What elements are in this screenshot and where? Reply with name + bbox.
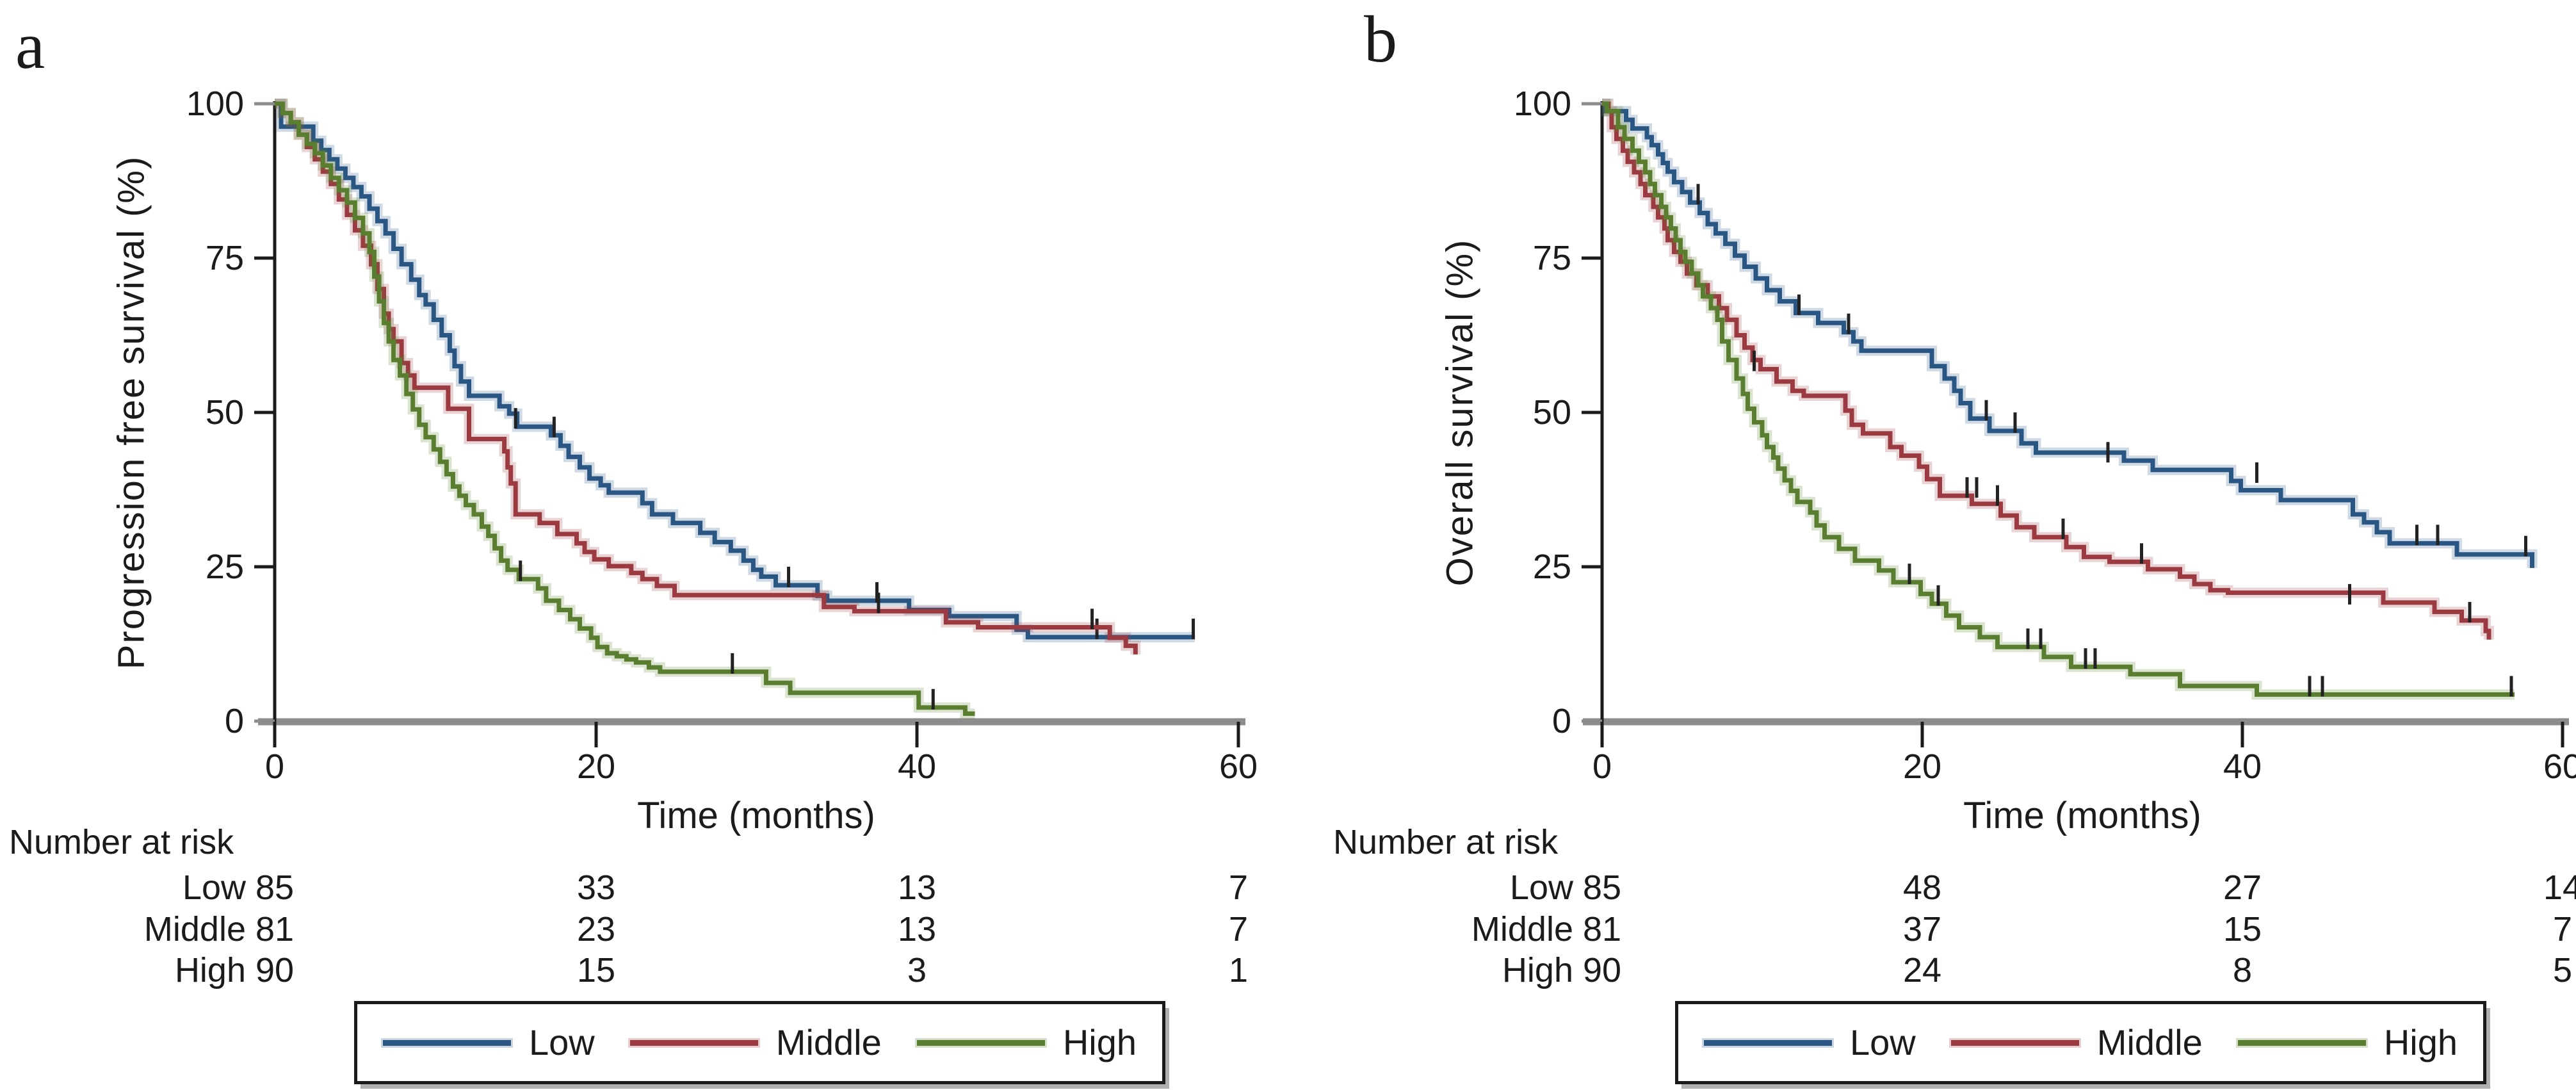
legend-label: Middle: [2096, 1022, 2203, 1062]
risk-row-label: Low: [1509, 868, 1573, 907]
legend-entry-low: Low: [383, 1025, 595, 1061]
km-curve-high: [275, 101, 975, 716]
risk-value: 7: [1228, 910, 1249, 948]
panel-b-y-tick-100: 100: [1513, 85, 1571, 123]
legend-line-middle: [629, 1039, 758, 1046]
panel-a-y-tick-100: 100: [186, 85, 244, 123]
legend-line-low: [1704, 1039, 1832, 1046]
legend-label: High: [1062, 1022, 1137, 1062]
risk-value: 23: [576, 910, 616, 948]
risk-value: 24: [1902, 951, 1942, 989]
risk-value: 48: [1902, 868, 1942, 907]
risk-value: 3: [907, 951, 927, 989]
panel-b-y-tick-50: 50: [1532, 393, 1571, 432]
panel-b-x-tick-0: 0: [1592, 747, 1612, 786]
risk-value: 81: [1582, 910, 1622, 948]
panel-b-y-tick-75: 75: [1532, 239, 1571, 277]
risk-row-label: Low: [182, 868, 246, 907]
panel-b-legend: Low Middle High: [1675, 1001, 2486, 1084]
risk-value: 5: [2552, 951, 2573, 989]
panel-a-y-tick-50: 50: [205, 393, 244, 432]
risk-value: 90: [255, 951, 295, 989]
legend-entry-high: High: [916, 1022, 1137, 1062]
panel-a-x-tick-20: 20: [576, 747, 616, 786]
risk-value: 27: [2223, 868, 2262, 907]
legend-entry-middle: Middle: [629, 1022, 882, 1062]
legend-entry-high: High: [2237, 1022, 2458, 1062]
km-curve-halo-high: [1601, 99, 2515, 700]
panel-b-x-tick-20: 20: [1902, 747, 1942, 786]
km-curve-low: [1602, 101, 2534, 568]
panel-a-legend: Low Middle High: [354, 1001, 1165, 1084]
panel-a-x-tick-60: 60: [1219, 747, 1258, 786]
legend-label: Low: [1850, 1022, 1916, 1062]
risk-value: 14: [2543, 868, 2576, 907]
km-curve-low: [275, 101, 1195, 640]
panel-b-y-tick-25: 25: [1532, 548, 1571, 586]
risk-value: 37: [1902, 910, 1942, 948]
risk-value: 85: [1582, 868, 1622, 907]
risk-value: 7: [1228, 868, 1249, 907]
panel-a-x-axis-title: Time (months): [637, 795, 875, 836]
risk-value: 13: [897, 868, 937, 907]
risk-row-label: Middle: [143, 910, 246, 948]
km-curve-high: [1602, 101, 2515, 697]
legend-entry-low: Low: [1704, 1025, 1916, 1061]
risk-value: 7: [2552, 910, 2573, 948]
legend-line-high: [2237, 1039, 2366, 1046]
risk-value: 8: [2232, 951, 2253, 989]
risk-row-label: High: [174, 951, 246, 989]
panel-a-number-at-risk-title: Number at risk: [9, 823, 234, 861]
legend-line-low: [383, 1039, 511, 1046]
legend-line-middle: [1950, 1039, 2079, 1046]
panel-a-x-tick-0: 0: [264, 747, 285, 786]
risk-row-label: High: [1502, 951, 1573, 989]
panel-b-x-tick-60: 60: [2543, 747, 2576, 786]
panel-b-x-axis-title: Time (months): [1963, 795, 2201, 836]
panel-a-y-tick-0: 0: [224, 702, 244, 740]
legend-label: Low: [529, 1022, 595, 1062]
km-curve-halo-high: [275, 99, 975, 719]
legend-label: High: [2383, 1022, 2458, 1062]
risk-value: 15: [2223, 910, 2262, 948]
panel-b-x-tick-40: 40: [2223, 747, 2262, 786]
legend-label: Middle: [775, 1022, 882, 1062]
panel-a-x-tick-40: 40: [897, 747, 937, 786]
panel-a-letter: a: [15, 9, 45, 83]
legend-line-high: [916, 1039, 1045, 1046]
risk-value: 90: [1582, 951, 1622, 989]
panel-b-y-tick-0: 0: [1551, 702, 1571, 740]
risk-value: 1: [1228, 951, 1249, 989]
panel-a-y-tick-75: 75: [205, 239, 244, 277]
panel-b-letter: b: [1364, 3, 1397, 76]
panel-a-y-tick-25: 25: [205, 548, 244, 586]
panel-b-number-at-risk-title: Number at risk: [1333, 823, 1559, 861]
risk-row-label: Middle: [1471, 910, 1573, 948]
risk-value: 81: [255, 910, 295, 948]
risk-value: 13: [897, 910, 937, 948]
risk-value: 85: [255, 868, 295, 907]
risk-value: 33: [576, 868, 616, 907]
km-curve-middle: [275, 101, 1138, 655]
legend-entry-middle: Middle: [1950, 1022, 2203, 1062]
risk-value: 15: [576, 951, 616, 989]
